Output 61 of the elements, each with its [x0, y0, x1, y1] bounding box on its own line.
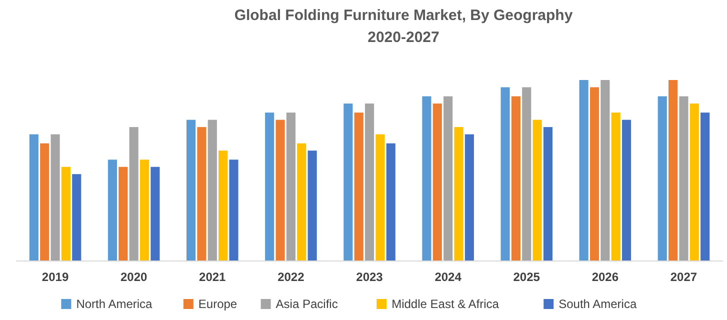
bar — [265, 112, 274, 261]
bar — [40, 143, 50, 261]
bar — [276, 120, 285, 261]
x-tick-label: 2025 — [513, 270, 540, 284]
legend-label: Middle East & Africa — [392, 297, 500, 311]
bar — [186, 120, 196, 261]
bar — [208, 120, 217, 261]
bar — [668, 80, 678, 261]
bar — [522, 87, 532, 261]
bar — [197, 127, 206, 261]
x-tick-label: 2027 — [670, 270, 698, 284]
legend-label: South America — [558, 297, 637, 311]
bar — [600, 80, 610, 261]
x-tick-label: 2024 — [434, 270, 462, 284]
bar — [511, 96, 520, 261]
bar — [61, 166, 70, 261]
bar — [297, 143, 306, 261]
bar — [454, 127, 464, 261]
bar — [364, 104, 374, 261]
chart-title: Global Folding Furniture Market, By Geography — [234, 7, 574, 24]
bar — [376, 134, 385, 261]
bar — [432, 104, 442, 261]
bar — [464, 134, 474, 261]
bar — [150, 166, 160, 261]
bar — [140, 160, 150, 261]
x-tick-label: 2019 — [42, 270, 69, 284]
x-tick-label: 2022 — [278, 270, 305, 284]
bar — [622, 120, 632, 261]
bar — [286, 112, 296, 261]
bar — [344, 104, 353, 261]
x-tick-label: 2023 — [356, 270, 384, 284]
bar — [532, 120, 542, 261]
chart-subtitle: 2020-2027 — [368, 29, 440, 46]
bar — [118, 166, 128, 261]
bar — [500, 87, 510, 261]
bar — [422, 96, 432, 261]
bar — [218, 150, 228, 261]
bar — [50, 134, 60, 261]
bar — [579, 80, 588, 261]
bar — [72, 174, 82, 261]
bar — [308, 150, 317, 261]
bar — [690, 104, 699, 261]
bar — [444, 96, 453, 261]
bar — [108, 160, 118, 261]
bar — [129, 127, 138, 261]
bar — [611, 112, 620, 261]
x-tick-label: 2020 — [120, 270, 148, 284]
bar — [29, 134, 38, 261]
x-tick-label: 2021 — [199, 270, 226, 284]
bar — [658, 96, 667, 261]
legend-label: North America — [76, 297, 153, 311]
bar — [229, 160, 238, 261]
bar — [354, 112, 364, 261]
legend-label: Asia Pacific — [276, 297, 338, 311]
legend-label: Europe — [198, 297, 238, 311]
bar — [590, 87, 600, 261]
bar — [700, 112, 710, 261]
x-tick-label: 2026 — [592, 270, 619, 284]
bar — [679, 96, 688, 261]
bar — [386, 143, 396, 261]
bar — [543, 127, 553, 261]
